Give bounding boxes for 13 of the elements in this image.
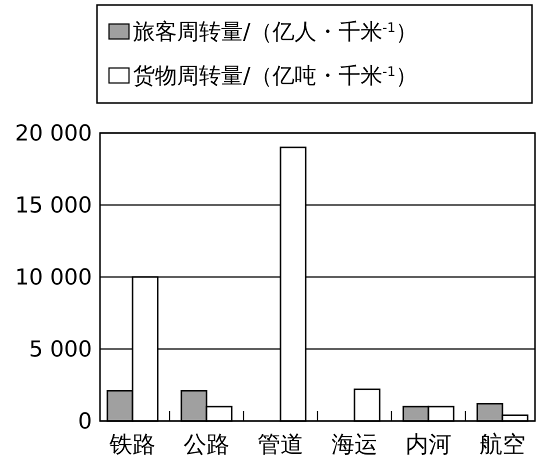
x-tick-label: 公路 xyxy=(184,432,230,458)
y-tick-label: 10 000 xyxy=(15,266,92,291)
x-tick-label: 铁路 xyxy=(108,432,156,458)
x-tick-label: 航空 xyxy=(479,432,526,458)
y-tick-label: 5 000 xyxy=(29,338,92,363)
legend-label: 旅客周转量/（亿人・千米$^{-1}$） xyxy=(133,20,418,45)
y-tick-label: 0 xyxy=(78,410,92,435)
x-tick-label: 海运 xyxy=(331,432,378,458)
x-tick-label: 内河 xyxy=(405,432,452,458)
x-tick-label: 管道 xyxy=(258,432,304,458)
y-tick-label: 20 000 xyxy=(15,122,92,147)
legend-label: 货物周转量/（亿吨・千米$^{-1}$） xyxy=(133,64,418,89)
y-tick-label: 15 000 xyxy=(15,194,92,219)
